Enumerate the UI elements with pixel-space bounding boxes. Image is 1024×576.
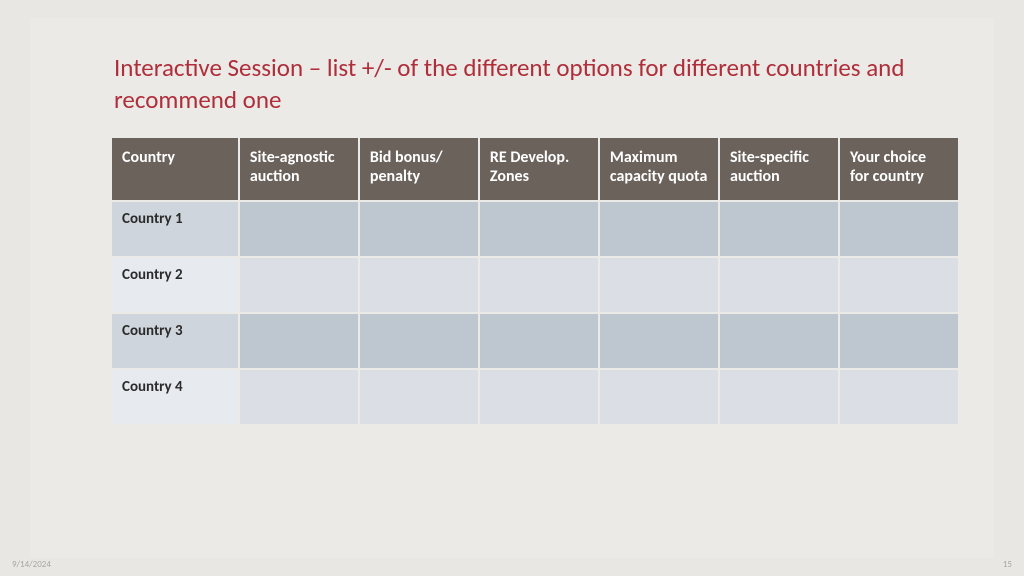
- cell: [600, 258, 718, 312]
- cell: [600, 314, 718, 368]
- cell: [480, 258, 598, 312]
- row-label: Country 4: [112, 370, 238, 424]
- col-re-zones: RE Develop. Zones: [480, 138, 598, 200]
- cell: [840, 258, 958, 312]
- table-row: Country 2: [112, 258, 958, 312]
- cell: [840, 202, 958, 256]
- cell: [720, 314, 838, 368]
- col-country: Country: [112, 138, 238, 200]
- col-bid-bonus: Bid bonus/ penalty: [360, 138, 478, 200]
- cell: [240, 314, 358, 368]
- row-label: Country 3: [112, 314, 238, 368]
- table-row: Country 1: [112, 202, 958, 256]
- cell: [360, 202, 478, 256]
- cell: [840, 314, 958, 368]
- options-table: Country Site-agnostic auction Bid bonus/…: [110, 136, 960, 426]
- row-label: Country 1: [112, 202, 238, 256]
- col-site-specific: Site-specific auction: [720, 138, 838, 200]
- cell: [360, 370, 478, 424]
- cell: [360, 258, 478, 312]
- col-site-agnostic: Site-agnostic auction: [240, 138, 358, 200]
- cell: [240, 370, 358, 424]
- cell: [480, 202, 598, 256]
- slide: Interactive Session – list +/- of the di…: [30, 18, 994, 558]
- col-max-capacity: Maximum capacity quota: [600, 138, 718, 200]
- cell: [240, 202, 358, 256]
- cell: [600, 202, 718, 256]
- cell: [360, 314, 478, 368]
- footer-date: 9/14/2024: [12, 559, 51, 570]
- cell: [840, 370, 958, 424]
- cell: [600, 370, 718, 424]
- cell: [720, 370, 838, 424]
- table-row: Country 4: [112, 370, 958, 424]
- table-header-row: Country Site-agnostic auction Bid bonus/…: [112, 138, 958, 200]
- row-label: Country 2: [112, 258, 238, 312]
- cell: [720, 202, 838, 256]
- col-your-choice: Your choice for country: [840, 138, 958, 200]
- slide-title: Interactive Session – list +/- of the di…: [114, 52, 914, 116]
- cell: [240, 258, 358, 312]
- cell: [480, 314, 598, 368]
- cell: [480, 370, 598, 424]
- table: Country Site-agnostic auction Bid bonus/…: [110, 136, 960, 426]
- footer-page-number: 15: [1003, 559, 1012, 570]
- cell: [720, 258, 838, 312]
- table-row: Country 3: [112, 314, 958, 368]
